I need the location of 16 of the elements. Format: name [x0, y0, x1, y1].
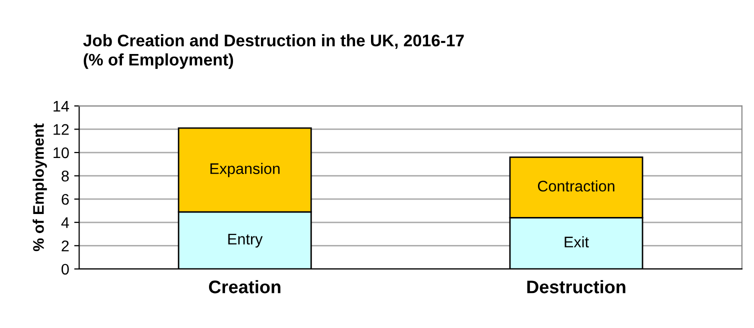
y-tick-label: 4 — [61, 217, 69, 228]
x-tick-label: Creation — [208, 280, 280, 294]
y-tick-label: 6 — [62, 194, 69, 205]
y-tick-label: 8 — [62, 170, 69, 182]
x-tick-label: Destruction — [527, 280, 626, 294]
y-axis-title: % of Employment — [32, 124, 47, 252]
annotation: Expansion — [210, 162, 280, 178]
y-tick-label: 10 — [54, 147, 69, 158]
chart-title: Job Creation and Destruction in the UK, 2016-17 (% of Employment) — [83, 34, 464, 69]
y-tick-label: 14 — [54, 100, 69, 112]
annotation: Contraction — [538, 180, 614, 192]
annotation: Exit — [564, 236, 589, 248]
y-tick-label: 0 — [62, 264, 69, 275]
y-tick-label: 2 — [62, 240, 69, 252]
annotation: Entry — [228, 234, 263, 248]
y-tick-label: 12 — [54, 124, 69, 135]
